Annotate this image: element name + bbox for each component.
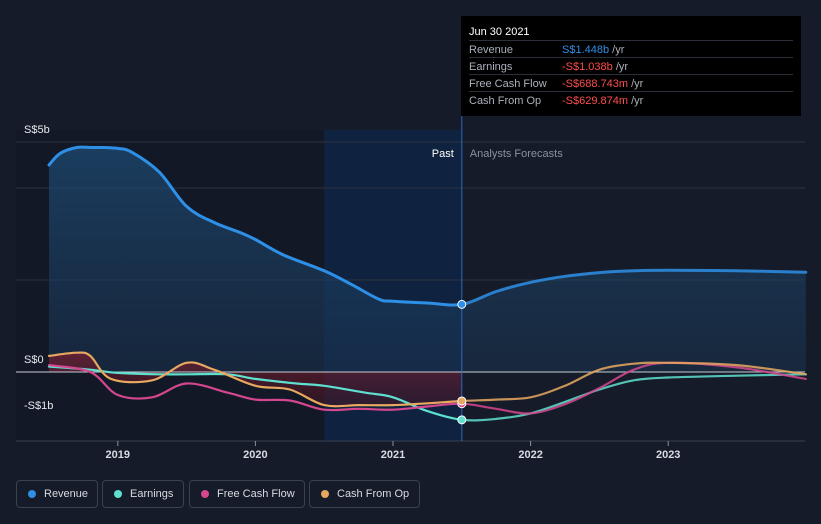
x-tick-label: 2020 [243,449,267,461]
series-line-cash-from-op [47,351,462,408]
revenue-area [49,147,806,372]
highlight-marker-cash-from-op [457,396,467,406]
tooltip-value: -S$629.874m /yr [562,95,644,107]
legend-item-revenue[interactable]: Revenue [16,480,98,508]
x-tick-label: 2022 [518,449,542,461]
legend-label: Free Cash Flow [217,488,295,500]
series-line-free-cash-flow [47,364,462,412]
tooltip-label: Cash From Op [469,95,542,107]
x-tick-label: 2019 [106,449,130,461]
legend-label: Earnings [130,488,174,500]
forecast-label: Analysts Forecasts [470,148,563,160]
legend-dot [321,490,329,498]
highlight-marker-revenue [457,299,467,309]
tooltip-value: -S$688.743m /yr [562,78,644,90]
tooltip-label: Free Cash Flow [469,78,547,90]
y-axis-label: S$0 [24,354,44,366]
series-line-revenue [47,145,462,307]
legend-label: Revenue [44,488,89,500]
legend-dot [28,490,36,498]
tooltip: Jun 30 2021 Revenue S$1.448b /yr Earning… [461,16,801,116]
highlight-marker-earnings [457,415,467,425]
tooltip-label: Revenue [469,44,514,56]
legend-dot [114,490,122,498]
legend-item-cash-from-op[interactable]: Cash From Op [309,480,420,508]
tooltip-row-free-cash-flow: Free Cash Flow -S$688.743m /yr [469,74,793,92]
series-forecast-line-revenue [461,268,808,306]
legend-item-earnings[interactable]: Earnings [102,480,184,508]
y-axis-label: -S$1b [24,400,53,412]
tooltip-value: S$1.448b /yr [562,44,625,56]
x-tick-label: 2021 [381,449,405,461]
tooltip-row-revenue: Revenue S$1.448b /yr [469,40,793,58]
tooltip-row-cash-from-op: Cash From Op -S$629.874m /yr [469,91,793,109]
series-forecast-line-cash-from-op [461,361,807,403]
series-line-earnings [47,365,462,421]
past-label: Past [432,148,454,160]
tooltip-label: Earnings [469,61,513,73]
series-forecast-line-earnings [461,373,807,422]
legend-dot [201,490,209,498]
tooltip-row-earnings: Earnings -S$1.038b /yr [469,57,793,75]
y-axis-label: S$5b [24,124,50,136]
legend-item-free-cash-flow[interactable]: Free Cash Flow [189,480,305,508]
x-tick-label: 2023 [656,449,680,461]
legend-label: Cash From Op [337,488,410,500]
tooltip-value: -S$1.038b /yr [562,61,629,73]
series-forecast-line-free-cash-flow [461,361,807,415]
tooltip-date: Jun 30 2021 [469,26,530,38]
